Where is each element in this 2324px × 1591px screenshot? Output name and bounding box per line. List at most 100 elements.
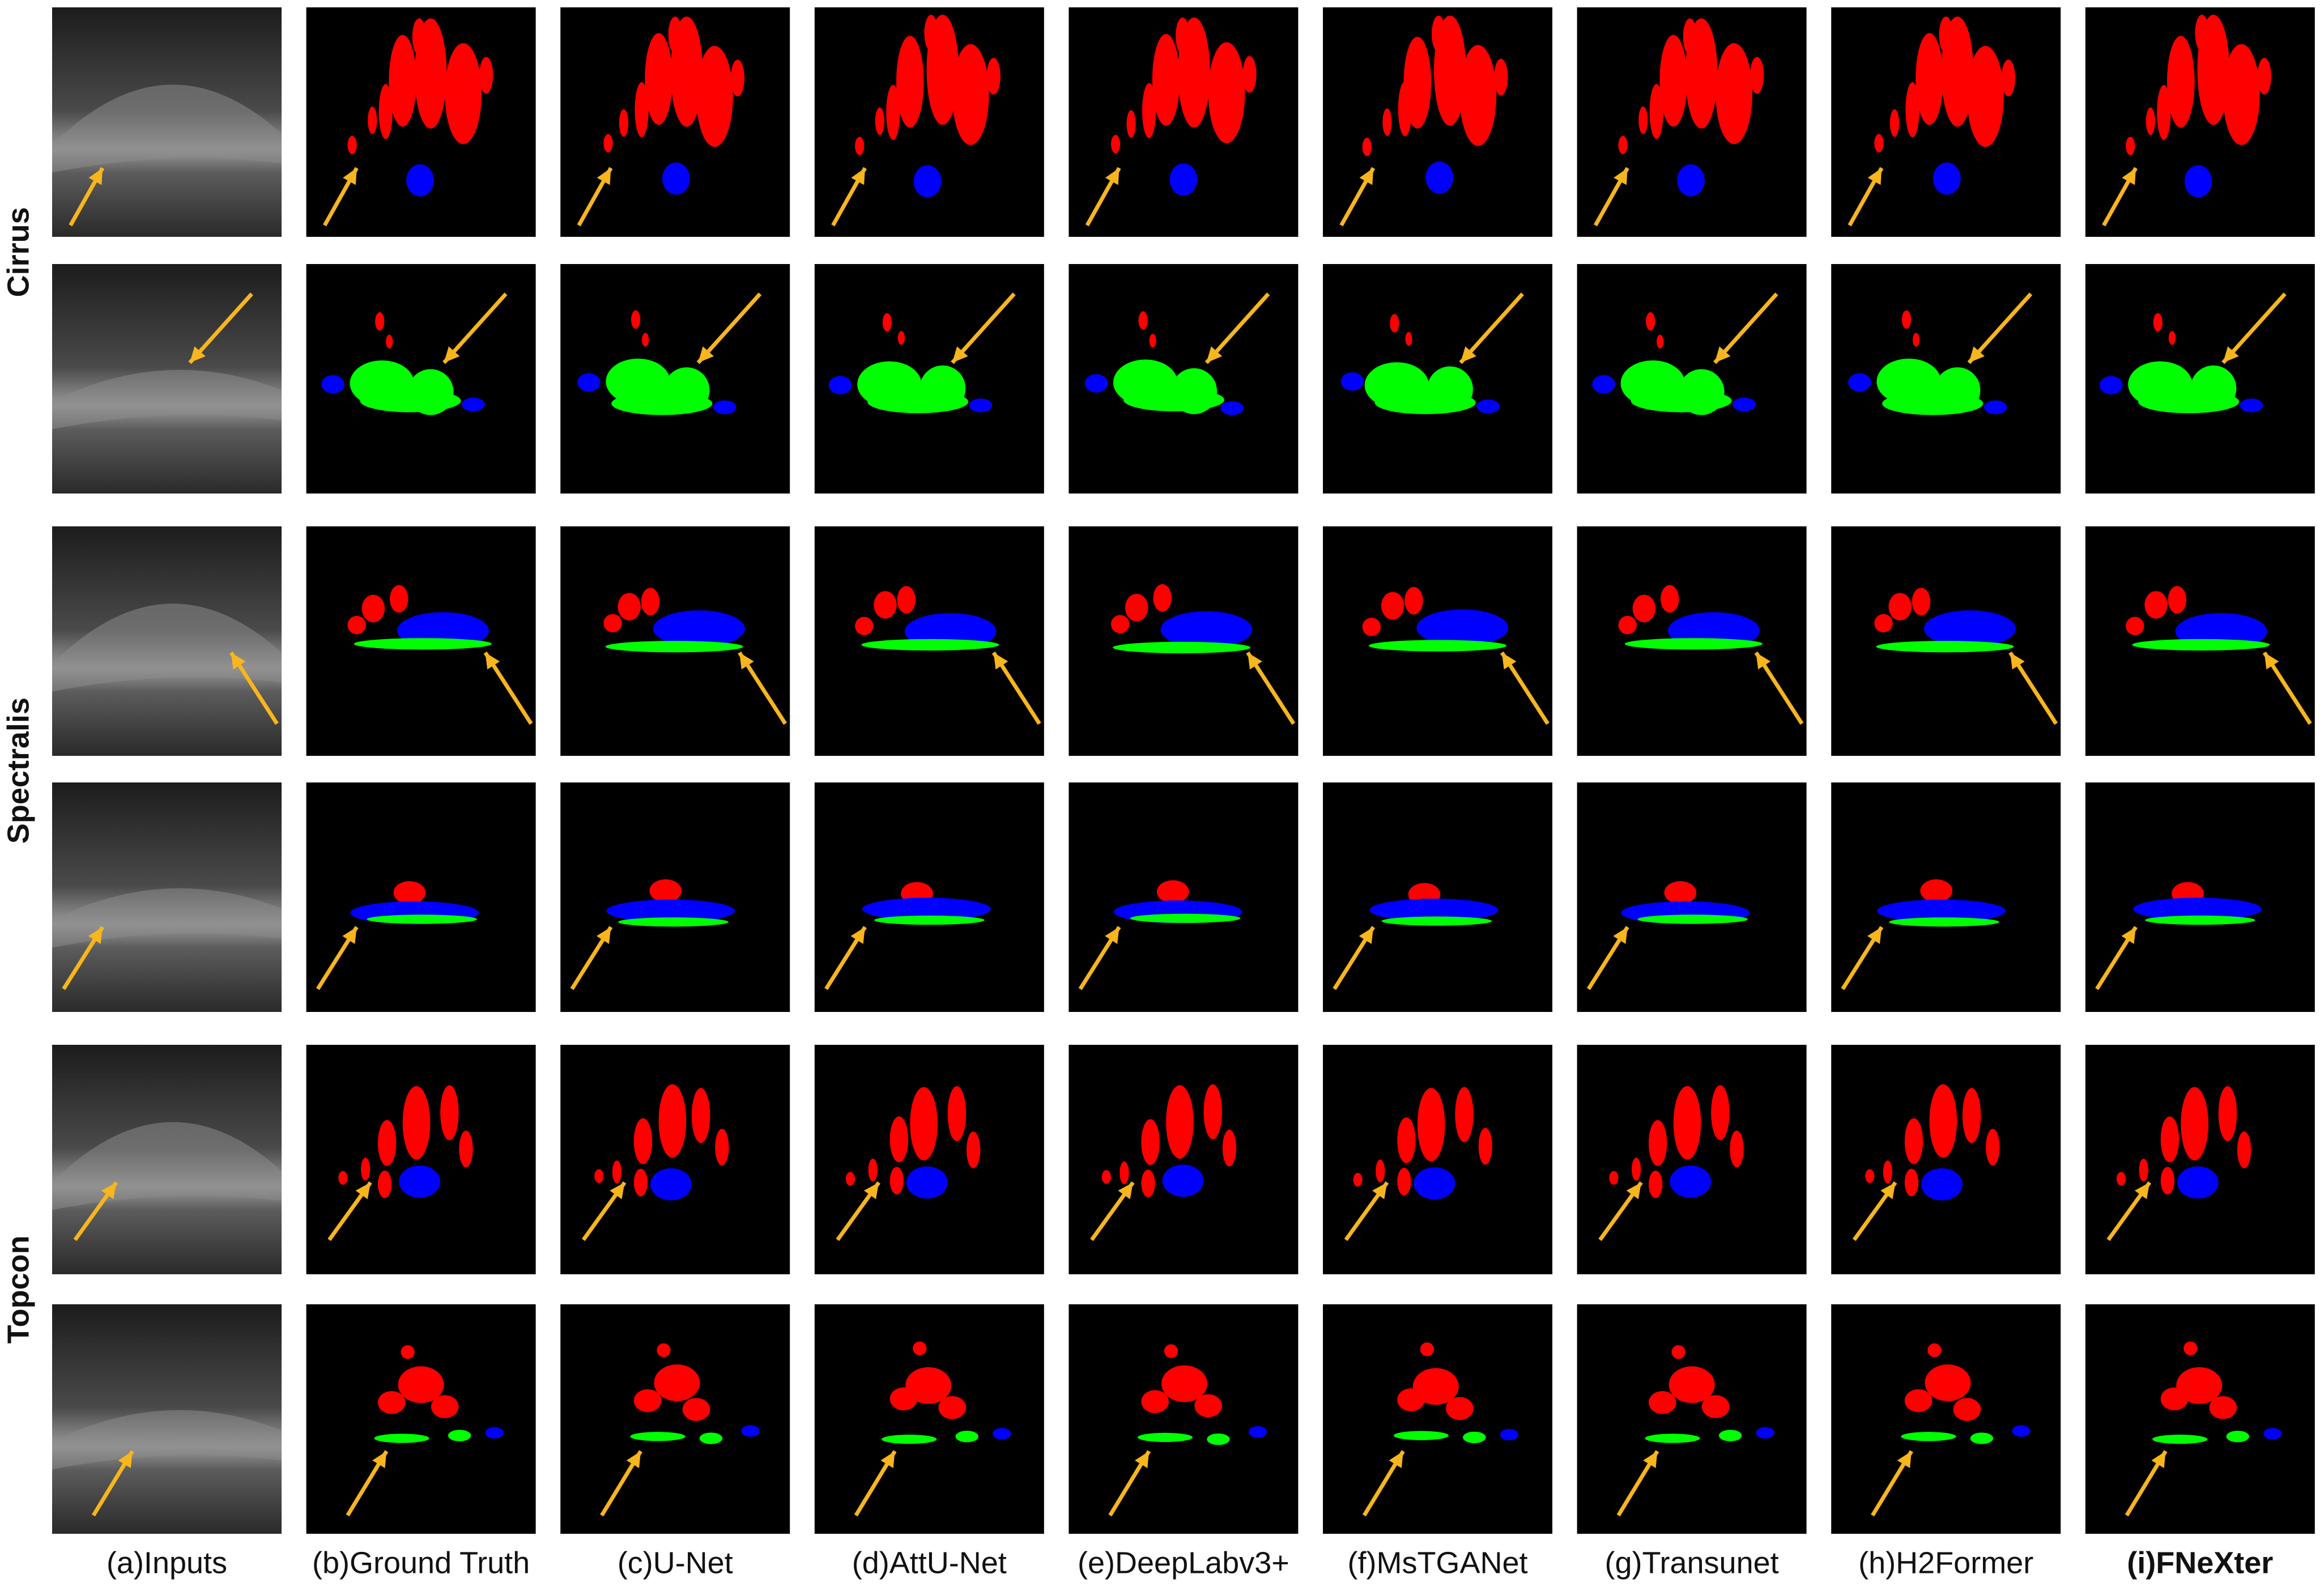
lesion bbox=[2133, 897, 2262, 921]
lesion bbox=[2132, 639, 2270, 651]
lesion bbox=[1242, 56, 1257, 93]
lesion bbox=[1632, 594, 1656, 623]
lesion bbox=[1431, 15, 1446, 53]
lesion bbox=[1683, 18, 1697, 56]
lesion bbox=[1169, 163, 1198, 196]
lesion bbox=[1138, 311, 1148, 330]
lesion bbox=[1877, 899, 2006, 923]
lesion bbox=[913, 165, 942, 198]
lesion bbox=[2012, 1425, 2031, 1437]
arrow-head bbox=[372, 1451, 387, 1469]
mask-background bbox=[1577, 1045, 1807, 1274]
segmentation-map bbox=[560, 7, 790, 237]
lesion bbox=[1390, 314, 1399, 333]
retina-layer bbox=[52, 603, 282, 692]
lesion bbox=[378, 84, 393, 139]
lesion bbox=[1376, 1159, 1385, 1182]
arrow-head bbox=[2223, 346, 2239, 363]
mask-background bbox=[306, 1304, 536, 1534]
lesion bbox=[1609, 1171, 1619, 1185]
segmentation-map bbox=[1577, 7, 1807, 237]
segmentation-map bbox=[1831, 526, 2061, 756]
oct-input bbox=[52, 1304, 282, 1534]
lesion bbox=[1927, 1343, 1942, 1358]
lesion bbox=[462, 397, 485, 412]
arrow bbox=[2221, 292, 2287, 364]
lesion bbox=[1929, 1084, 1957, 1158]
arrow-head bbox=[1118, 1182, 1133, 1199]
lesion bbox=[1420, 1342, 1435, 1356]
lesion bbox=[1889, 917, 1999, 927]
lesion bbox=[1661, 585, 1679, 613]
segmentation-map bbox=[560, 264, 790, 494]
lesion bbox=[2181, 1087, 2208, 1161]
lesion bbox=[1455, 1087, 1474, 1142]
row-label: Topcon bbox=[1, 1236, 35, 1344]
lesion bbox=[2144, 591, 2168, 619]
lesion bbox=[360, 1158, 371, 1181]
lesion bbox=[1404, 586, 1423, 615]
column-label: (h)H2Former bbox=[1858, 1546, 2033, 1580]
lesion bbox=[1362, 138, 1372, 156]
lesion bbox=[459, 1130, 473, 1168]
lesion bbox=[1912, 588, 1931, 616]
lesion bbox=[1648, 1170, 1663, 1198]
lesion bbox=[1194, 1394, 1222, 1418]
lesion bbox=[696, 46, 733, 147]
segmentation-map bbox=[814, 1045, 1044, 1274]
segmentation-map bbox=[306, 526, 536, 756]
lesion bbox=[1923, 610, 2016, 648]
lesion bbox=[993, 1428, 1011, 1440]
segmentation-map bbox=[1323, 1045, 1552, 1274]
lesion bbox=[2195, 14, 2209, 52]
arrow-head bbox=[1756, 652, 1771, 670]
lesion bbox=[2226, 1431, 2249, 1443]
mask-background bbox=[814, 1045, 1044, 1274]
arrow-head bbox=[1248, 652, 1262, 670]
lesion bbox=[390, 585, 408, 613]
lesion bbox=[360, 389, 461, 412]
segmentation-map bbox=[1323, 782, 1552, 1012]
lesion bbox=[657, 1343, 671, 1358]
lesion bbox=[1939, 16, 1953, 53]
lesion bbox=[1916, 33, 1943, 125]
lesion bbox=[1142, 83, 1156, 138]
column-label: (b)Ground Truth bbox=[312, 1546, 530, 1580]
arrow-head bbox=[626, 1451, 641, 1469]
lesion bbox=[347, 135, 357, 155]
lesion bbox=[699, 1432, 723, 1444]
lesion bbox=[1657, 334, 1664, 349]
arrow-head bbox=[190, 346, 206, 363]
lesion bbox=[1417, 1088, 1445, 1162]
lesion bbox=[633, 1168, 648, 1197]
lesion bbox=[1876, 641, 2014, 653]
arrow-head bbox=[1359, 927, 1374, 944]
lesion bbox=[375, 312, 385, 331]
lesion bbox=[1718, 1430, 1742, 1441]
arrow-head bbox=[1134, 1451, 1150, 1469]
lesion bbox=[1920, 879, 1953, 903]
lesion bbox=[2240, 398, 2263, 412]
lesion bbox=[1984, 400, 2007, 414]
lesion bbox=[924, 14, 938, 52]
arrow-head bbox=[1880, 1182, 1896, 1199]
lesion bbox=[1750, 57, 1764, 94]
lesion bbox=[2157, 84, 2171, 141]
lesion bbox=[1101, 1170, 1111, 1184]
arrow bbox=[1459, 292, 1524, 364]
lesion bbox=[1925, 1364, 1971, 1401]
arrow-head bbox=[850, 927, 865, 944]
segmentation-map bbox=[2085, 782, 2315, 1012]
segmentation-map bbox=[306, 264, 536, 494]
lesion bbox=[668, 16, 682, 53]
segmentation-map bbox=[1577, 782, 1807, 1012]
retina-layer bbox=[52, 1410, 282, 1470]
lesion bbox=[952, 44, 989, 146]
lesion bbox=[1638, 106, 1648, 134]
lesion bbox=[321, 375, 344, 394]
arrow-head bbox=[88, 927, 103, 944]
segmentation-map bbox=[306, 1045, 536, 1274]
arrow bbox=[1713, 292, 1778, 364]
lesion bbox=[2145, 915, 2255, 925]
lesion bbox=[653, 610, 745, 648]
